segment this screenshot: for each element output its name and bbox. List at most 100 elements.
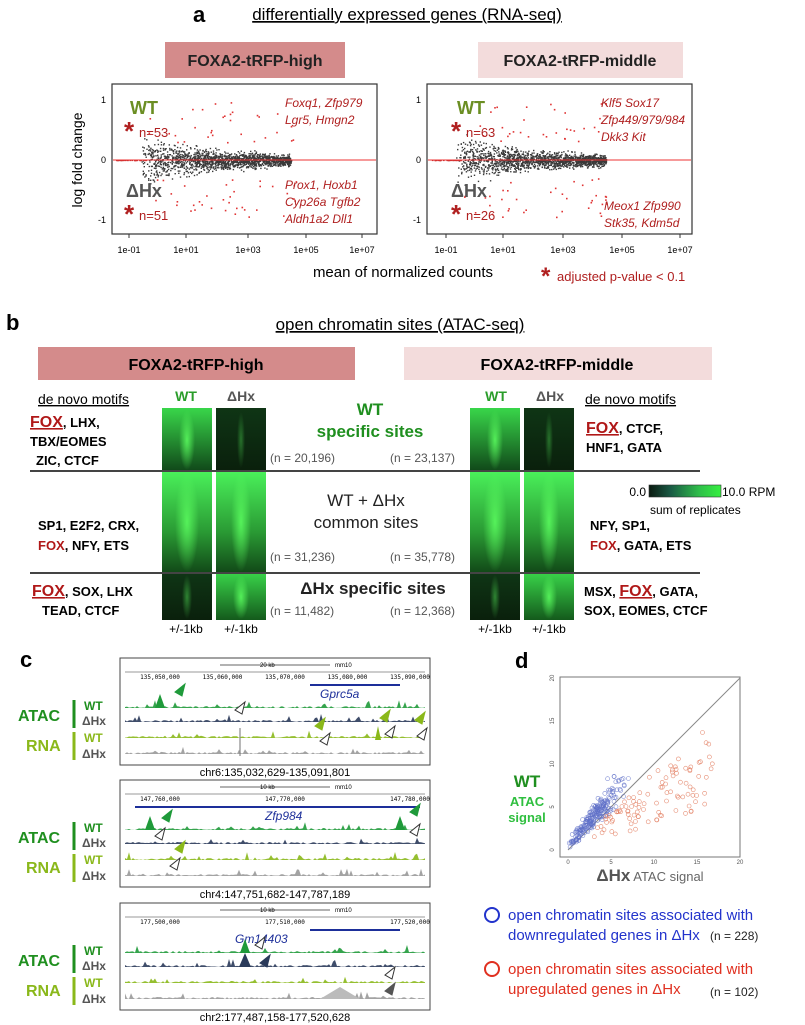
rna-label: RNA (26, 738, 61, 755)
motifs-title-left: de novo motifs (38, 391, 129, 407)
track-position: 147,770,000 (265, 796, 305, 803)
scatter-ylabel-2: ATAC (510, 794, 545, 809)
window-label: +/-1kb (532, 622, 566, 636)
x-tick-label: 1e-01 (117, 245, 140, 255)
svg-text:0: 0 (550, 848, 556, 852)
track-position: 135,060,000 (203, 674, 243, 681)
ma-high-x-ticks: 1e-01 1e+01 1e+03 1e+05 1e+07 (117, 245, 374, 255)
atac-label: ATAC (18, 953, 61, 970)
scatter-ylabel-3: signal (508, 810, 546, 825)
scale-caption: sum of replicates (650, 503, 741, 517)
track-scale: 10 kb (260, 908, 275, 914)
atac-wt-label: WT (84, 699, 103, 713)
svg-text:(n = 102): (n = 102) (710, 985, 758, 999)
scatter-x-ticks: 0 5 10 15 20 (566, 860, 744, 866)
y-tick-label: -1 (413, 215, 421, 225)
heatmap-high-wt (162, 408, 212, 620)
motifs-right-wt: FOX, CTCF, HNF1, GATA (586, 420, 663, 455)
atac-label: ATAC (18, 830, 61, 847)
ma-high-down-genes: Prox1, Hoxb1 Cyp26a Tgfb2 Aldh1a2 Dll1 (284, 178, 361, 226)
y-tick-label: 0 (101, 155, 106, 165)
heatmap-col-wt-high: WT (175, 388, 197, 404)
panel-a-xlabel: mean of normalized counts (313, 264, 493, 281)
heatmap-col-hx-middle: ΔHx (536, 388, 564, 404)
heatmap-high-hx (216, 408, 266, 620)
color-scale-bar (648, 484, 722, 498)
row-common-label-2: common sites (314, 513, 419, 532)
svg-text:10: 10 (550, 760, 556, 767)
row-wt-label-1: WT (357, 400, 384, 419)
svg-text:Stk35, Kdm5d: Stk35, Kdm5d (604, 216, 680, 230)
row-wt-label-2: specific sites (317, 422, 424, 441)
panel-a-letter: a (193, 2, 206, 27)
panel-b-header-high-bg (38, 347, 355, 380)
arrowhead-icon (384, 981, 396, 996)
motifs-right-hx: MSX, FOX, GATA, SOX, EOMES, CTCF (584, 583, 708, 618)
arrowhead-icon (379, 708, 391, 723)
track-position: 177,510,000 (265, 919, 305, 926)
count-common-high: (n = 31,236) (270, 550, 335, 564)
svg-text:SP1, E2F2, CRX,: SP1, E2F2, CRX, (38, 518, 139, 533)
pvalue-asterisk: * (541, 263, 551, 290)
window-label: +/-1kb (224, 622, 258, 636)
svg-text:Cyp26a Tgfb2: Cyp26a Tgfb2 (285, 195, 361, 209)
x-tick-label: 1e-01 (434, 245, 457, 255)
track-coords: chr4:147,751,682-147,787,189 (200, 889, 350, 901)
ma-middle-hx-n: n=26 (466, 208, 495, 223)
x-tick-label: 1e+07 (349, 245, 374, 255)
track-position: 147,780,000 (390, 796, 430, 803)
panel-a-header-high-bg (165, 42, 345, 78)
x-tick-label: 1e+05 (293, 245, 318, 255)
count-hx-high: (n = 11,482) (270, 604, 334, 618)
svg-text:ZIC, CTCF: ZIC, CTCF (36, 453, 99, 468)
ma-plot-middle-frame (426, 83, 693, 235)
legend-red-circle-icon (484, 961, 500, 977)
ma-middle-x-ticks: 1e-01 1e+01 1e+03 1e+05 1e+07 (434, 245, 692, 255)
arrowhead-icon (414, 710, 426, 725)
y-tick-label: 1 (416, 95, 421, 105)
atac-wt-label: WT (84, 821, 103, 835)
track-position: 147,760,000 (140, 796, 180, 803)
svg-text:5: 5 (550, 805, 556, 809)
arrowhead-icon (234, 700, 246, 715)
count-hx-middle: (n = 12,368) (390, 604, 455, 618)
rna-label: RNA (26, 983, 61, 1000)
ma-middle-hx-asterisk: * (451, 199, 462, 229)
svg-text:HNF1, GATA: HNF1, GATA (586, 440, 663, 455)
arrowhead-icon (174, 839, 186, 854)
arrowhead-icon (154, 826, 166, 841)
count-common-middle: (n = 35,778) (390, 550, 455, 564)
svg-text:15: 15 (694, 860, 701, 866)
svg-text:0: 0 (566, 860, 570, 866)
panel-c-letter: c (20, 647, 32, 672)
scale-max: 10.0 RPM (722, 485, 775, 499)
ma-middle-down-genes: Meox1 Zfp990 Stk35, Kdm5d (604, 199, 681, 230)
svg-text:Aldh1a2 Dll1: Aldh1a2 Dll1 (284, 212, 353, 226)
svg-text:FOX, SOX, LHX: FOX, SOX, LHX (32, 583, 133, 600)
svg-text:Prox1, Hoxb1: Prox1, Hoxb1 (285, 178, 358, 192)
track-coords: chr6:135,032,629-135,091,801 (200, 767, 350, 779)
arrowhead-icon (384, 965, 396, 980)
panel-b-header-middle: FOXA2-tRFP-middle (481, 357, 634, 374)
arrowhead-icon (259, 953, 271, 968)
panel-b-header-high: FOXA2-tRFP-high (128, 357, 263, 374)
x-tick-marks (128, 234, 681, 238)
rna-wt-label: WT (84, 731, 103, 745)
scale-min: 0.0 (629, 485, 646, 499)
ma-high-hx-label: ΔHx (126, 181, 162, 201)
arrowhead-icon (174, 682, 186, 697)
track-position: 135,050,000 (140, 674, 180, 681)
legend-upregulated: open chromatin sites associated with upr… (484, 961, 758, 999)
y-tick-label: 1 (101, 95, 106, 105)
panel-b: b open chromatin sites (ATAC-seq) FOXA2-… (6, 310, 775, 636)
rna-wt-label: WT (84, 853, 103, 867)
ma-high-hx-asterisk: * (124, 199, 135, 229)
x-tick-label: 1e+01 (173, 245, 198, 255)
rna-hx-label: ΔHx (82, 869, 106, 883)
track-position: 135,090,000 (390, 674, 430, 681)
track-scale: 10 kb (260, 785, 275, 791)
scatter-frame (559, 676, 741, 858)
x-tick-label: 1e+03 (550, 245, 575, 255)
panel-a-ylabel: log fold change (69, 112, 85, 207)
svg-text:Foxq1, Zfp979: Foxq1, Zfp979 (285, 96, 363, 110)
